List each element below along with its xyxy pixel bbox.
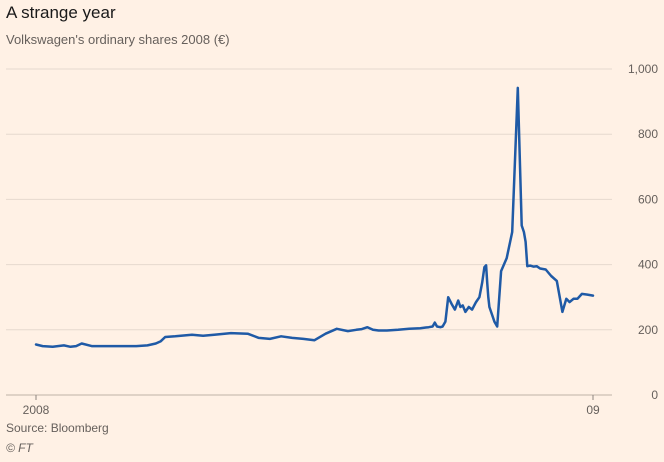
y-tick-label: 1,000 [628,62,658,76]
y-tick-label: 200 [638,323,658,337]
x-tick-label: 2008 [23,403,50,417]
chart-title: A strange year [6,3,116,22]
y-tick-label: 400 [638,258,658,272]
grid-lines [6,68,612,396]
series-layer [34,86,595,349]
chart-subtitle: Volkswagen's ordinary shares 2008 (€) [6,32,230,47]
copyright-note: © FT [6,441,33,455]
source-note: Source: Bloomberg [6,421,109,435]
y-axis: 0 200 400 600 800 1,000 [628,62,658,402]
y-tick-label: 800 [638,127,658,141]
y-tick-label: 0 [651,388,658,402]
series-line [34,86,595,349]
x-axis: 2008 09 [23,395,600,417]
y-tick-label: 600 [638,192,658,206]
x-tick-label: 09 [586,403,600,417]
